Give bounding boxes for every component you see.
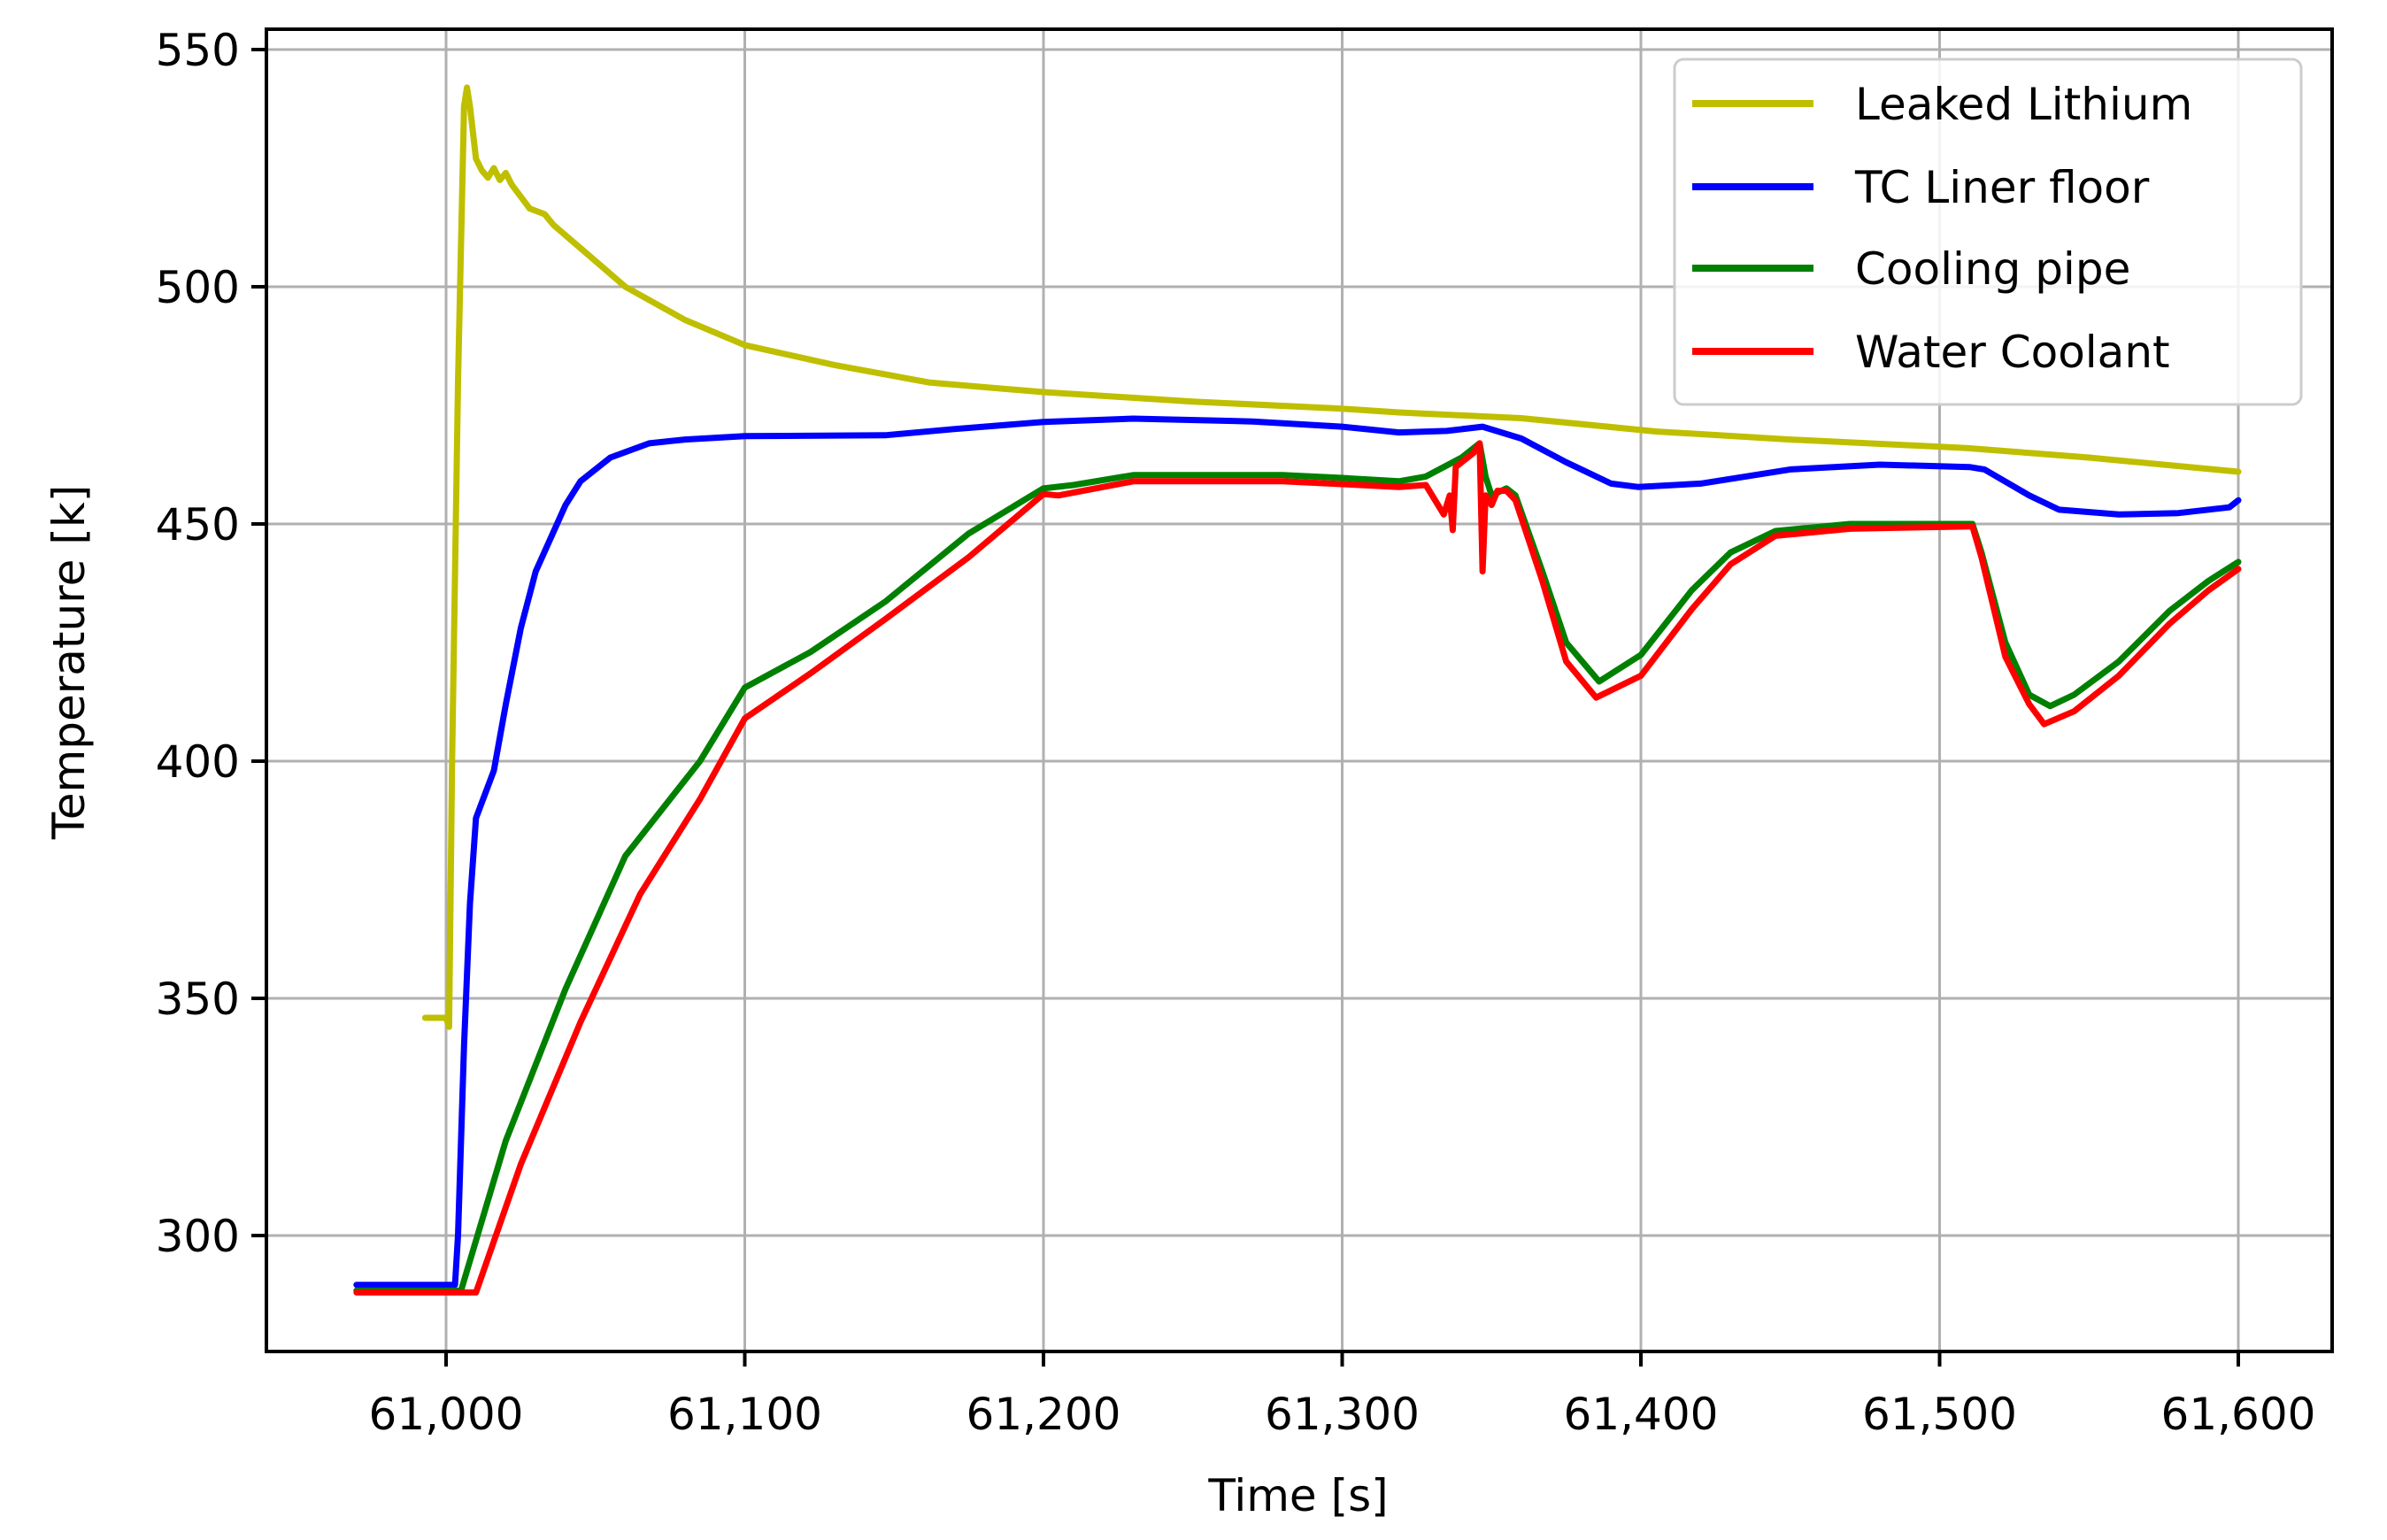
legend-item-tc-liner-floor: TC Liner floor xyxy=(1692,162,2150,213)
x-tick-label: 61,200 xyxy=(966,1389,1121,1440)
y-tick-label: 350 xyxy=(156,974,240,1025)
plot-frame xyxy=(265,27,2334,1353)
y-tick-label: 400 xyxy=(156,736,240,788)
legend-item-water-coolant: Water Coolant xyxy=(1692,327,2170,378)
x-tick-label: 61,000 xyxy=(369,1389,524,1440)
legend-item-cooling-pipe: Cooling pipe xyxy=(1692,243,2130,295)
y-axis-ticks: 300 350 400 450 500 550 xyxy=(156,25,266,1262)
x-tick-label: 61,300 xyxy=(1265,1389,1420,1440)
y-tick-label: 300 xyxy=(156,1211,240,1262)
x-tick-label: 61,600 xyxy=(2161,1389,2316,1440)
series-line-tc-liner-floor xyxy=(353,415,2242,1289)
legend-box xyxy=(1673,58,2303,406)
y-tick-label: 550 xyxy=(156,25,240,76)
x-axis-ticks: 61,000 61,100 61,200 61,300 61,400 61,500 61,6… xyxy=(369,1351,2316,1440)
x-tick-label: 61,100 xyxy=(667,1389,822,1440)
legend-label: Leaked Lithium xyxy=(1855,79,2192,130)
legend-label: TC Liner floor xyxy=(1854,162,2150,213)
series-line-leaked-lithium xyxy=(421,84,2242,1030)
y-tick-label: 500 xyxy=(156,262,240,313)
legend: Leaked Lithium TC Liner floor Cooling pi… xyxy=(1673,58,2303,406)
x-axis-label: Time [s] xyxy=(1207,1470,1388,1521)
y-tick-label: 450 xyxy=(156,499,240,551)
data-series xyxy=(353,84,2242,1296)
x-tick-label: 61,400 xyxy=(1564,1389,1719,1440)
x-tick-label: 61,500 xyxy=(1862,1389,2017,1440)
series-line-water-coolant xyxy=(353,440,2242,1296)
legend-item-leaked-lithium: Leaked Lithium xyxy=(1692,79,2192,130)
series-line-cooling-pipe xyxy=(353,440,2242,1294)
y-axis-label: Temperature [k] xyxy=(43,485,95,841)
legend-label: Cooling pipe xyxy=(1855,243,2130,295)
legend-label: Water Coolant xyxy=(1855,327,2170,378)
